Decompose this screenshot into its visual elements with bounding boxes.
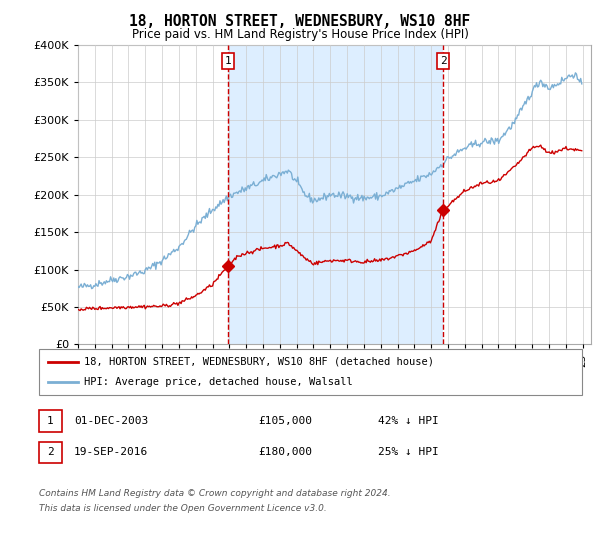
Text: 1: 1	[224, 56, 232, 66]
Text: 18, HORTON STREET, WEDNESBURY, WS10 8HF (detached house): 18, HORTON STREET, WEDNESBURY, WS10 8HF …	[84, 357, 434, 367]
Text: £105,000: £105,000	[258, 416, 312, 426]
Text: 2: 2	[47, 447, 54, 458]
Text: 19-SEP-2016: 19-SEP-2016	[74, 447, 148, 458]
Text: HPI: Average price, detached house, Walsall: HPI: Average price, detached house, Wals…	[84, 377, 353, 387]
Text: 1: 1	[47, 416, 54, 426]
Text: 42% ↓ HPI: 42% ↓ HPI	[378, 416, 439, 426]
Text: 01-DEC-2003: 01-DEC-2003	[74, 416, 148, 426]
Bar	[228, 45, 443, 344]
Text: Price paid vs. HM Land Registry's House Price Index (HPI): Price paid vs. HM Land Registry's House …	[131, 28, 469, 41]
Text: This data is licensed under the Open Government Licence v3.0.: This data is licensed under the Open Gov…	[39, 504, 327, 513]
Text: £180,000: £180,000	[258, 447, 312, 458]
Text: Contains HM Land Registry data © Crown copyright and database right 2024.: Contains HM Land Registry data © Crown c…	[39, 489, 391, 498]
Text: 25% ↓ HPI: 25% ↓ HPI	[378, 447, 439, 458]
Text: 18, HORTON STREET, WEDNESBURY, WS10 8HF: 18, HORTON STREET, WEDNESBURY, WS10 8HF	[130, 14, 470, 29]
Text: 2: 2	[440, 56, 446, 66]
